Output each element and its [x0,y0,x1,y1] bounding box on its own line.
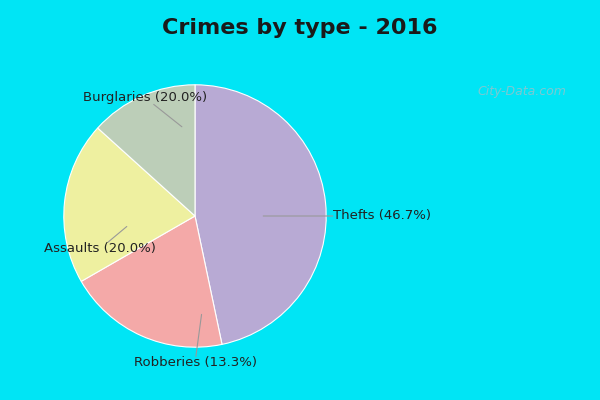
Text: Robberies (13.3%): Robberies (13.3%) [134,314,257,370]
Text: City-Data.com: City-Data.com [478,86,566,98]
Text: Assaults (20.0%): Assaults (20.0%) [44,226,156,255]
Text: Crimes by type - 2016: Crimes by type - 2016 [162,18,438,38]
Wedge shape [195,85,326,344]
Text: Thefts (46.7%): Thefts (46.7%) [263,210,431,222]
Wedge shape [81,216,222,347]
Wedge shape [98,85,195,216]
Wedge shape [64,128,195,281]
Text: Burglaries (20.0%): Burglaries (20.0%) [83,92,208,127]
